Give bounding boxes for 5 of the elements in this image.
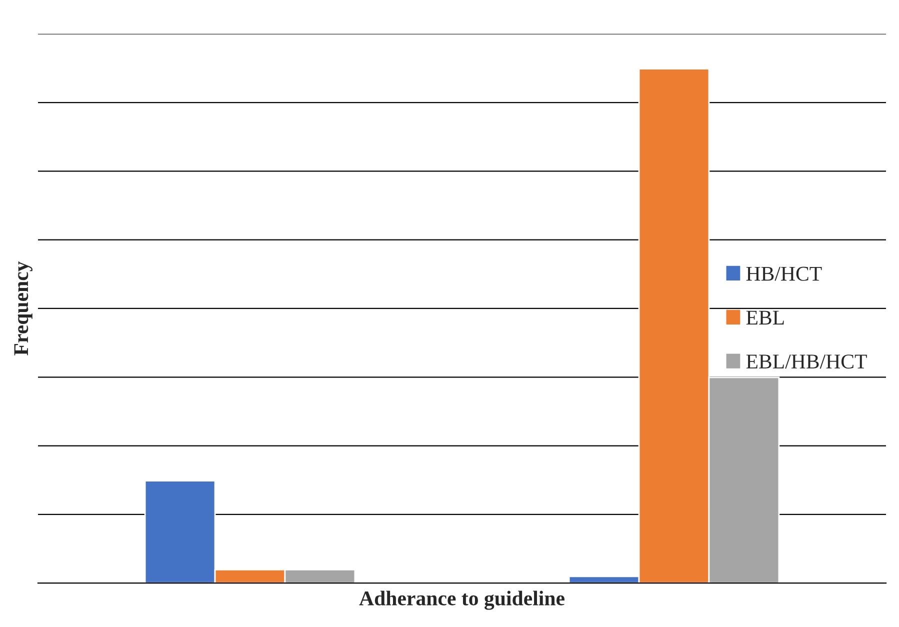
y-axis-title: Frequency	[14, 261, 32, 356]
x-axis-title: Adherance to guideline	[359, 590, 564, 610]
legend-label: EBL	[746, 310, 784, 325]
legend-label: EBL/HB/HCT	[746, 354, 867, 369]
legend-label: HB/HCT	[746, 266, 822, 281]
